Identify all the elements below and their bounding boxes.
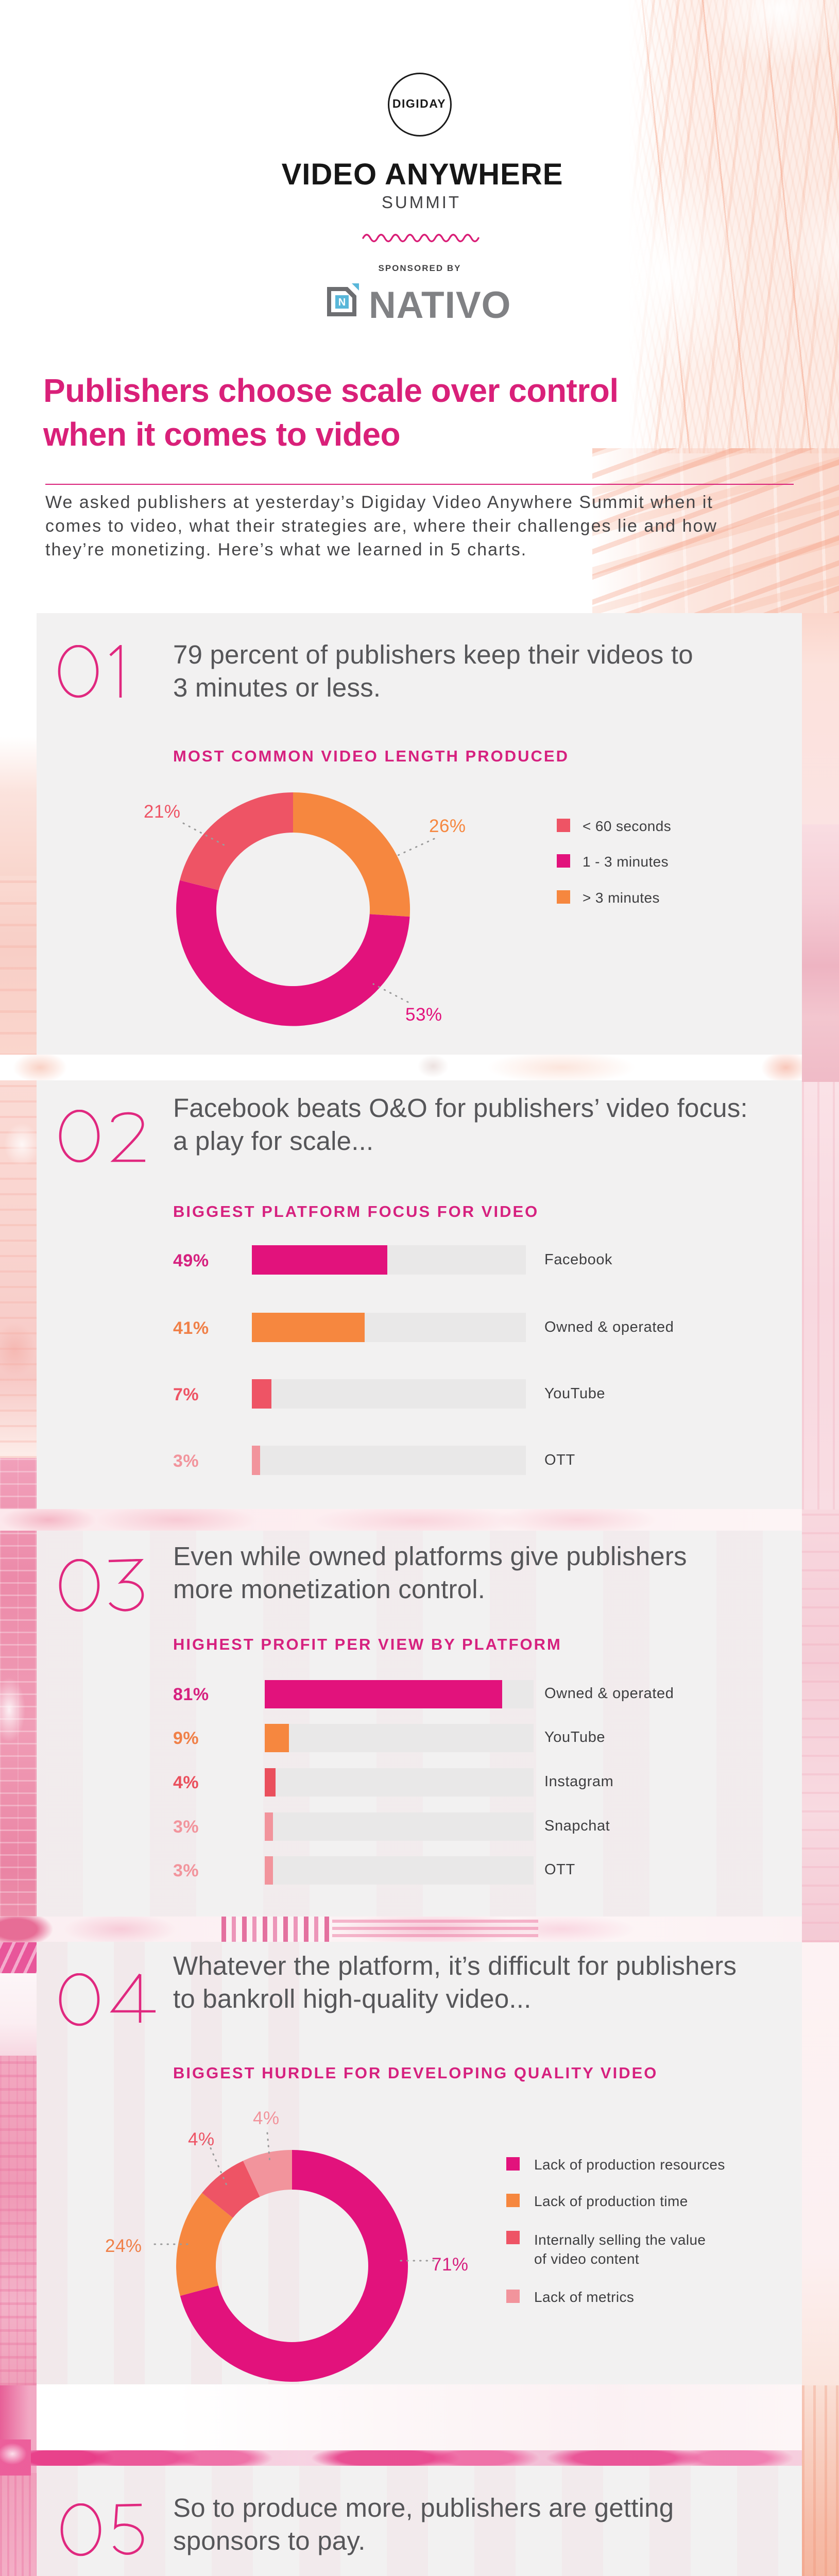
svg-text:N: N [338,297,346,308]
